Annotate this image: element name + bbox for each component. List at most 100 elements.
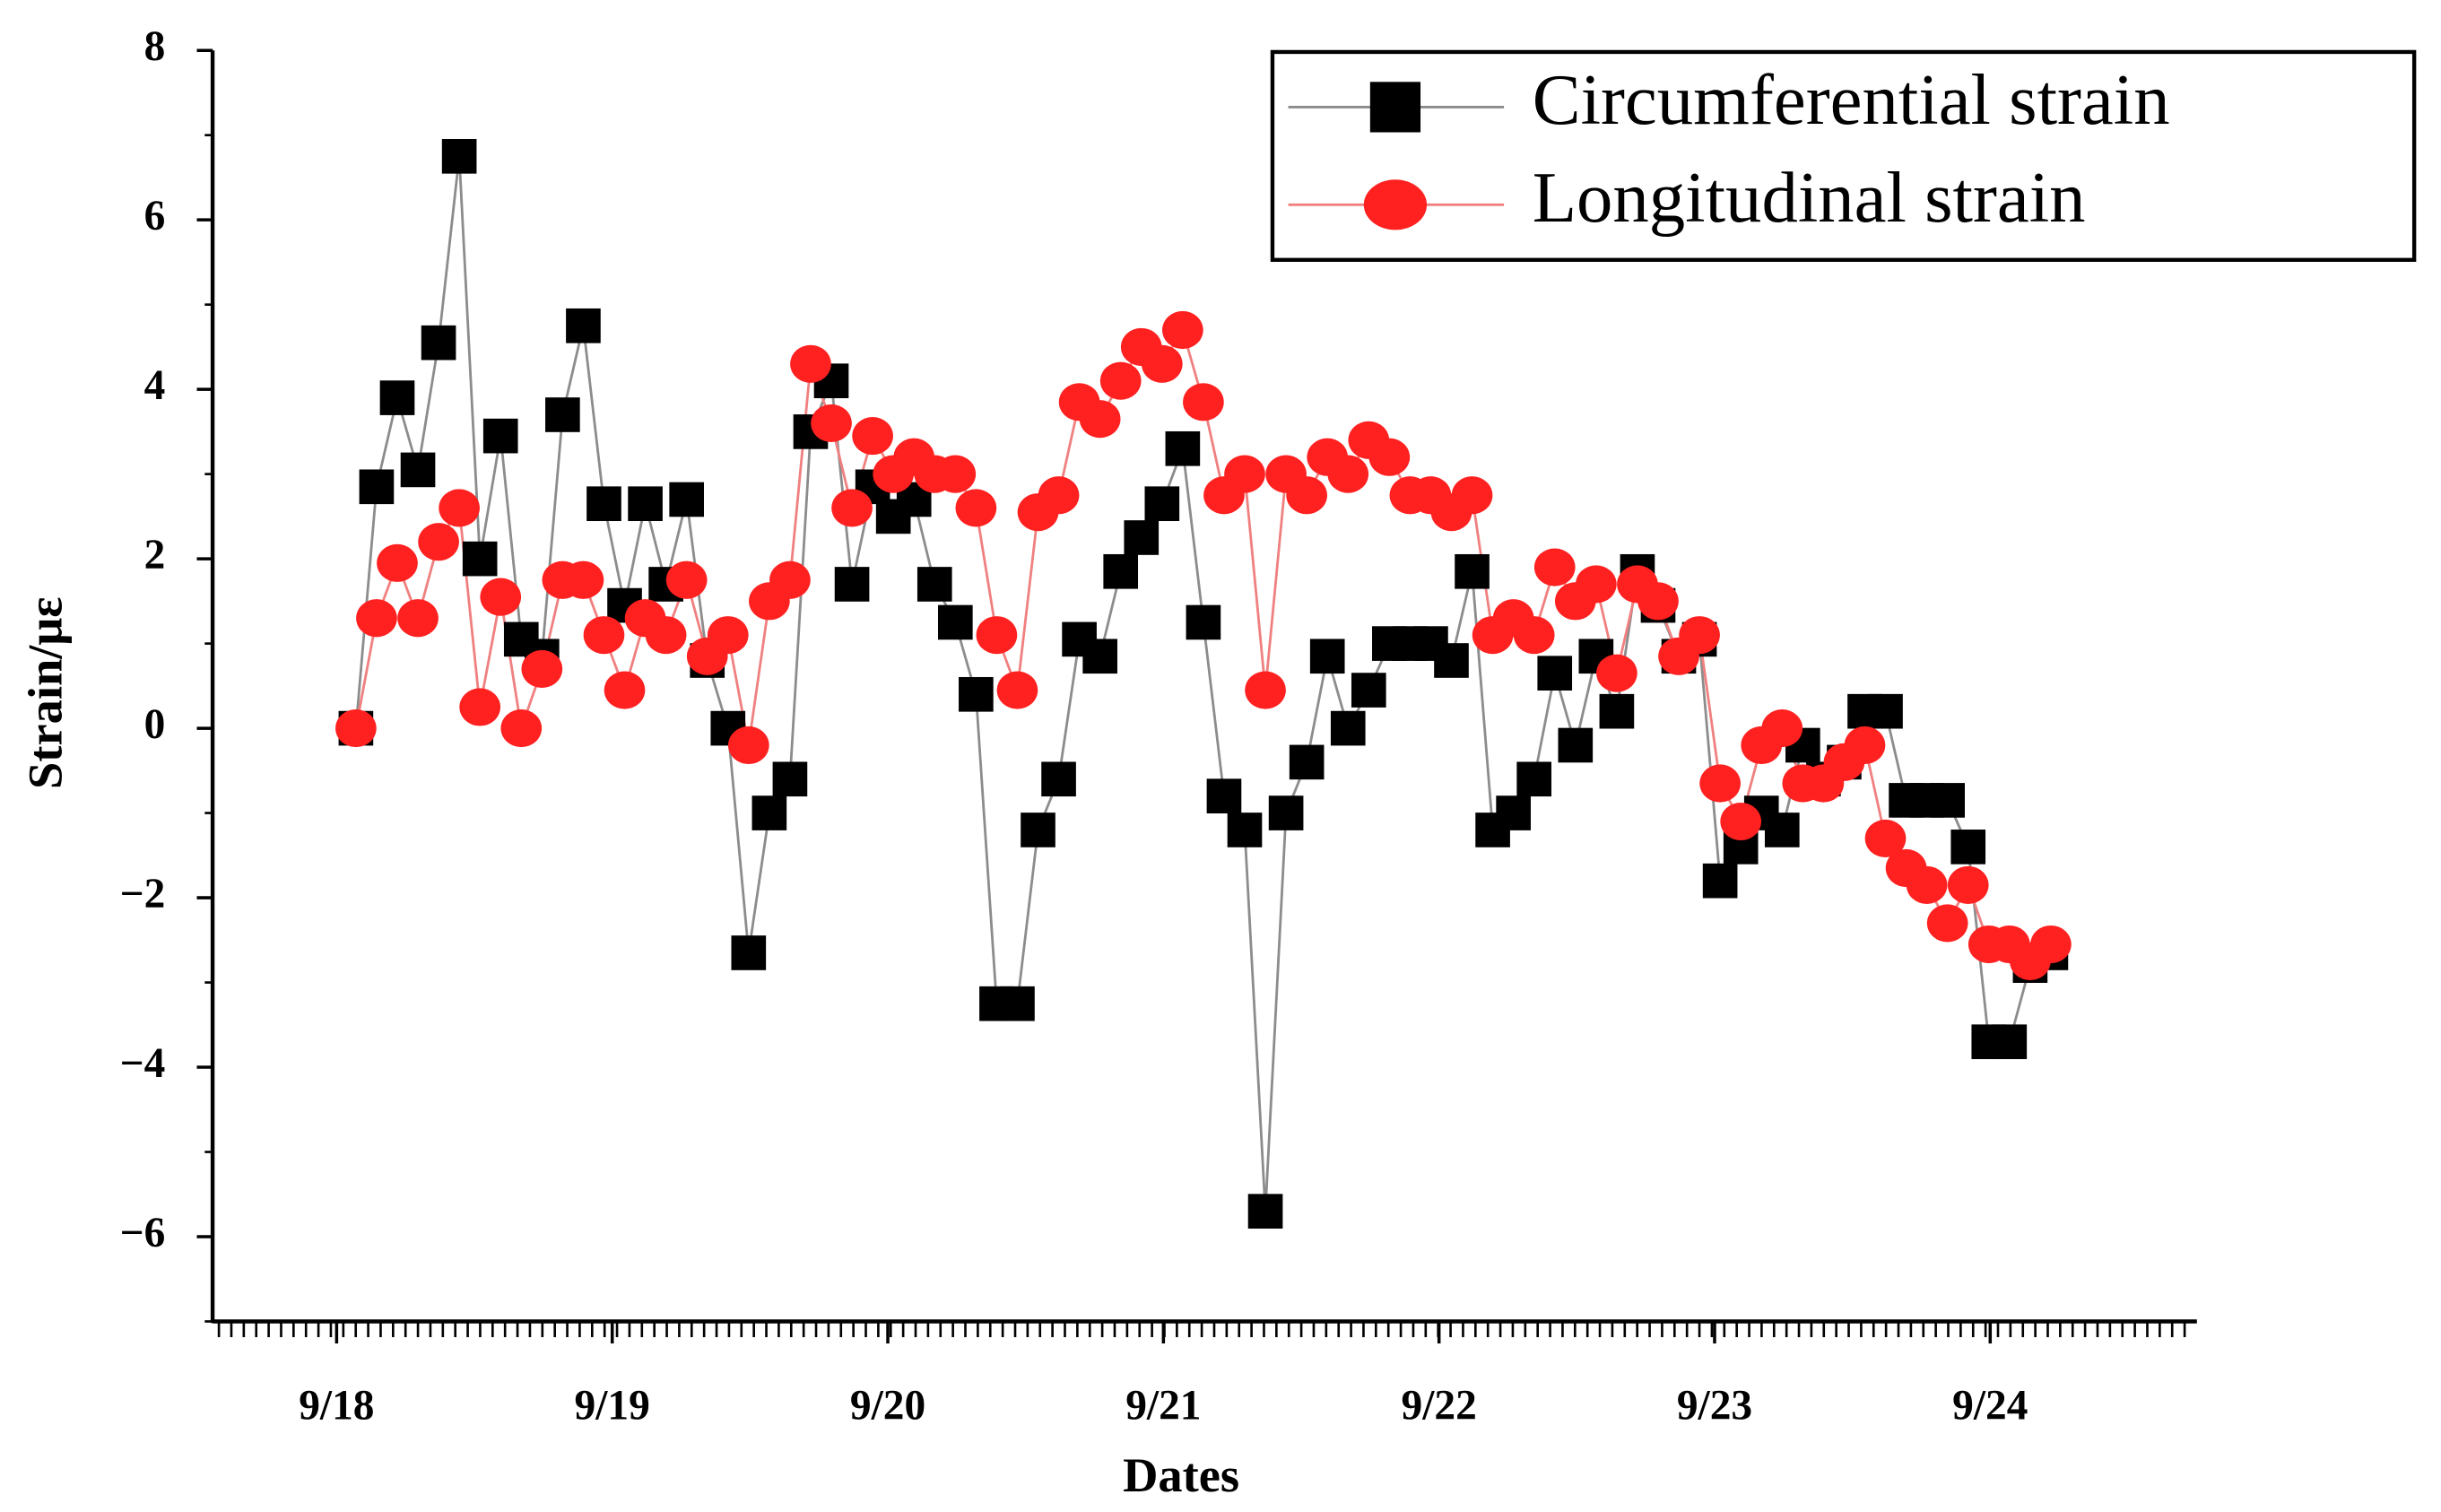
marker — [1124, 520, 1160, 555]
marker — [645, 616, 687, 655]
marker — [500, 709, 543, 748]
marker — [1930, 783, 1965, 818]
marker — [772, 761, 808, 797]
marker — [400, 452, 436, 488]
marker — [1596, 654, 1637, 692]
x-tick-label: 9/24 — [1952, 1383, 2028, 1429]
y-tick-label: 8 — [144, 23, 166, 70]
legend-label: Circumferential strain — [1533, 60, 2170, 140]
marker — [1947, 865, 1989, 904]
marker — [852, 417, 893, 456]
marker — [1558, 727, 1594, 763]
marker — [959, 676, 994, 712]
marker — [1103, 553, 1139, 589]
marker — [811, 404, 852, 443]
marker — [1926, 904, 1968, 943]
marker — [418, 523, 459, 561]
marker — [751, 795, 787, 830]
marker — [441, 138, 477, 174]
marker — [335, 709, 377, 748]
marker — [976, 616, 1018, 655]
marker — [1451, 476, 1493, 515]
marker — [1906, 865, 1948, 904]
marker — [1699, 764, 1741, 803]
marker — [1268, 795, 1304, 830]
marker — [1537, 656, 1573, 691]
marker — [1637, 582, 1679, 621]
x-tick-label: 9/21 — [1125, 1383, 1201, 1429]
marker — [521, 649, 563, 689]
legend-box — [1270, 49, 2417, 262]
marker — [1165, 430, 1201, 466]
y-tick-label: 0 — [144, 701, 166, 748]
legend-label: Longitudinal strain — [1533, 158, 2086, 238]
marker — [1141, 344, 1183, 383]
y-tick-label: 6 — [144, 193, 166, 239]
legend-marker — [1369, 82, 1421, 133]
marker — [831, 489, 873, 527]
marker — [1079, 400, 1121, 439]
marker — [604, 671, 646, 709]
x-tick-label: 9/19 — [575, 1383, 650, 1429]
marker — [1000, 986, 1035, 1021]
marker — [1041, 761, 1076, 797]
marker — [1533, 548, 1576, 587]
y-tick-label: 4 — [144, 362, 166, 409]
marker — [1950, 830, 1986, 865]
marker — [1330, 710, 1366, 746]
marker — [1351, 673, 1386, 708]
marker — [727, 726, 769, 765]
marker — [1868, 693, 1903, 729]
marker — [359, 469, 395, 505]
marker — [955, 489, 997, 527]
marker — [1844, 726, 1886, 765]
marker — [1227, 812, 1263, 847]
marker — [545, 397, 580, 432]
marker — [1309, 639, 1345, 674]
marker — [1183, 383, 1224, 421]
marker — [1286, 476, 1327, 515]
marker — [379, 380, 415, 415]
marker — [1247, 1194, 1283, 1229]
marker — [586, 486, 621, 522]
marker — [1224, 455, 1265, 493]
marker — [1082, 639, 1117, 674]
legend: Circumferential strain Longitudinal strai… — [1270, 49, 2417, 262]
y-tick-label: −2 — [120, 871, 166, 917]
marker — [439, 489, 480, 527]
marker — [1144, 486, 1180, 522]
marker — [834, 567, 870, 602]
marker — [1245, 671, 1286, 709]
marker — [480, 578, 522, 616]
legend-marker — [1363, 179, 1428, 230]
x-tick-label: 9/22 — [1402, 1383, 1477, 1429]
marker — [1599, 693, 1635, 729]
marker — [1455, 553, 1490, 589]
marker — [1513, 616, 1555, 655]
plot-area: −6 −4 −2 0 2 4 6 8 9/18 9/19 9/20 9/21 9/22 9/23 9/24 — [120, 23, 2197, 1429]
marker — [1679, 616, 1720, 655]
x-axis-title: Dates — [1123, 1447, 1239, 1502]
marker — [628, 486, 663, 522]
marker — [769, 560, 811, 599]
x-tick-label: 9/20 — [850, 1383, 925, 1429]
marker — [566, 308, 601, 343]
y-tick-label: 2 — [144, 532, 166, 578]
marker — [1576, 565, 1617, 604]
y-tick-label: −4 — [120, 1040, 166, 1087]
marker — [996, 671, 1038, 709]
marker — [1162, 310, 1203, 350]
marker — [562, 560, 604, 599]
marker — [397, 599, 439, 638]
marker — [934, 455, 977, 493]
marker — [916, 567, 952, 602]
y-tick-label: −6 — [120, 1210, 166, 1256]
marker — [731, 935, 767, 970]
marker — [665, 560, 708, 599]
marker — [2030, 925, 2072, 964]
x-tick-label: 9/23 — [1677, 1383, 1752, 1429]
marker — [1761, 709, 1803, 748]
marker — [1702, 863, 1738, 899]
marker — [1368, 438, 1411, 476]
